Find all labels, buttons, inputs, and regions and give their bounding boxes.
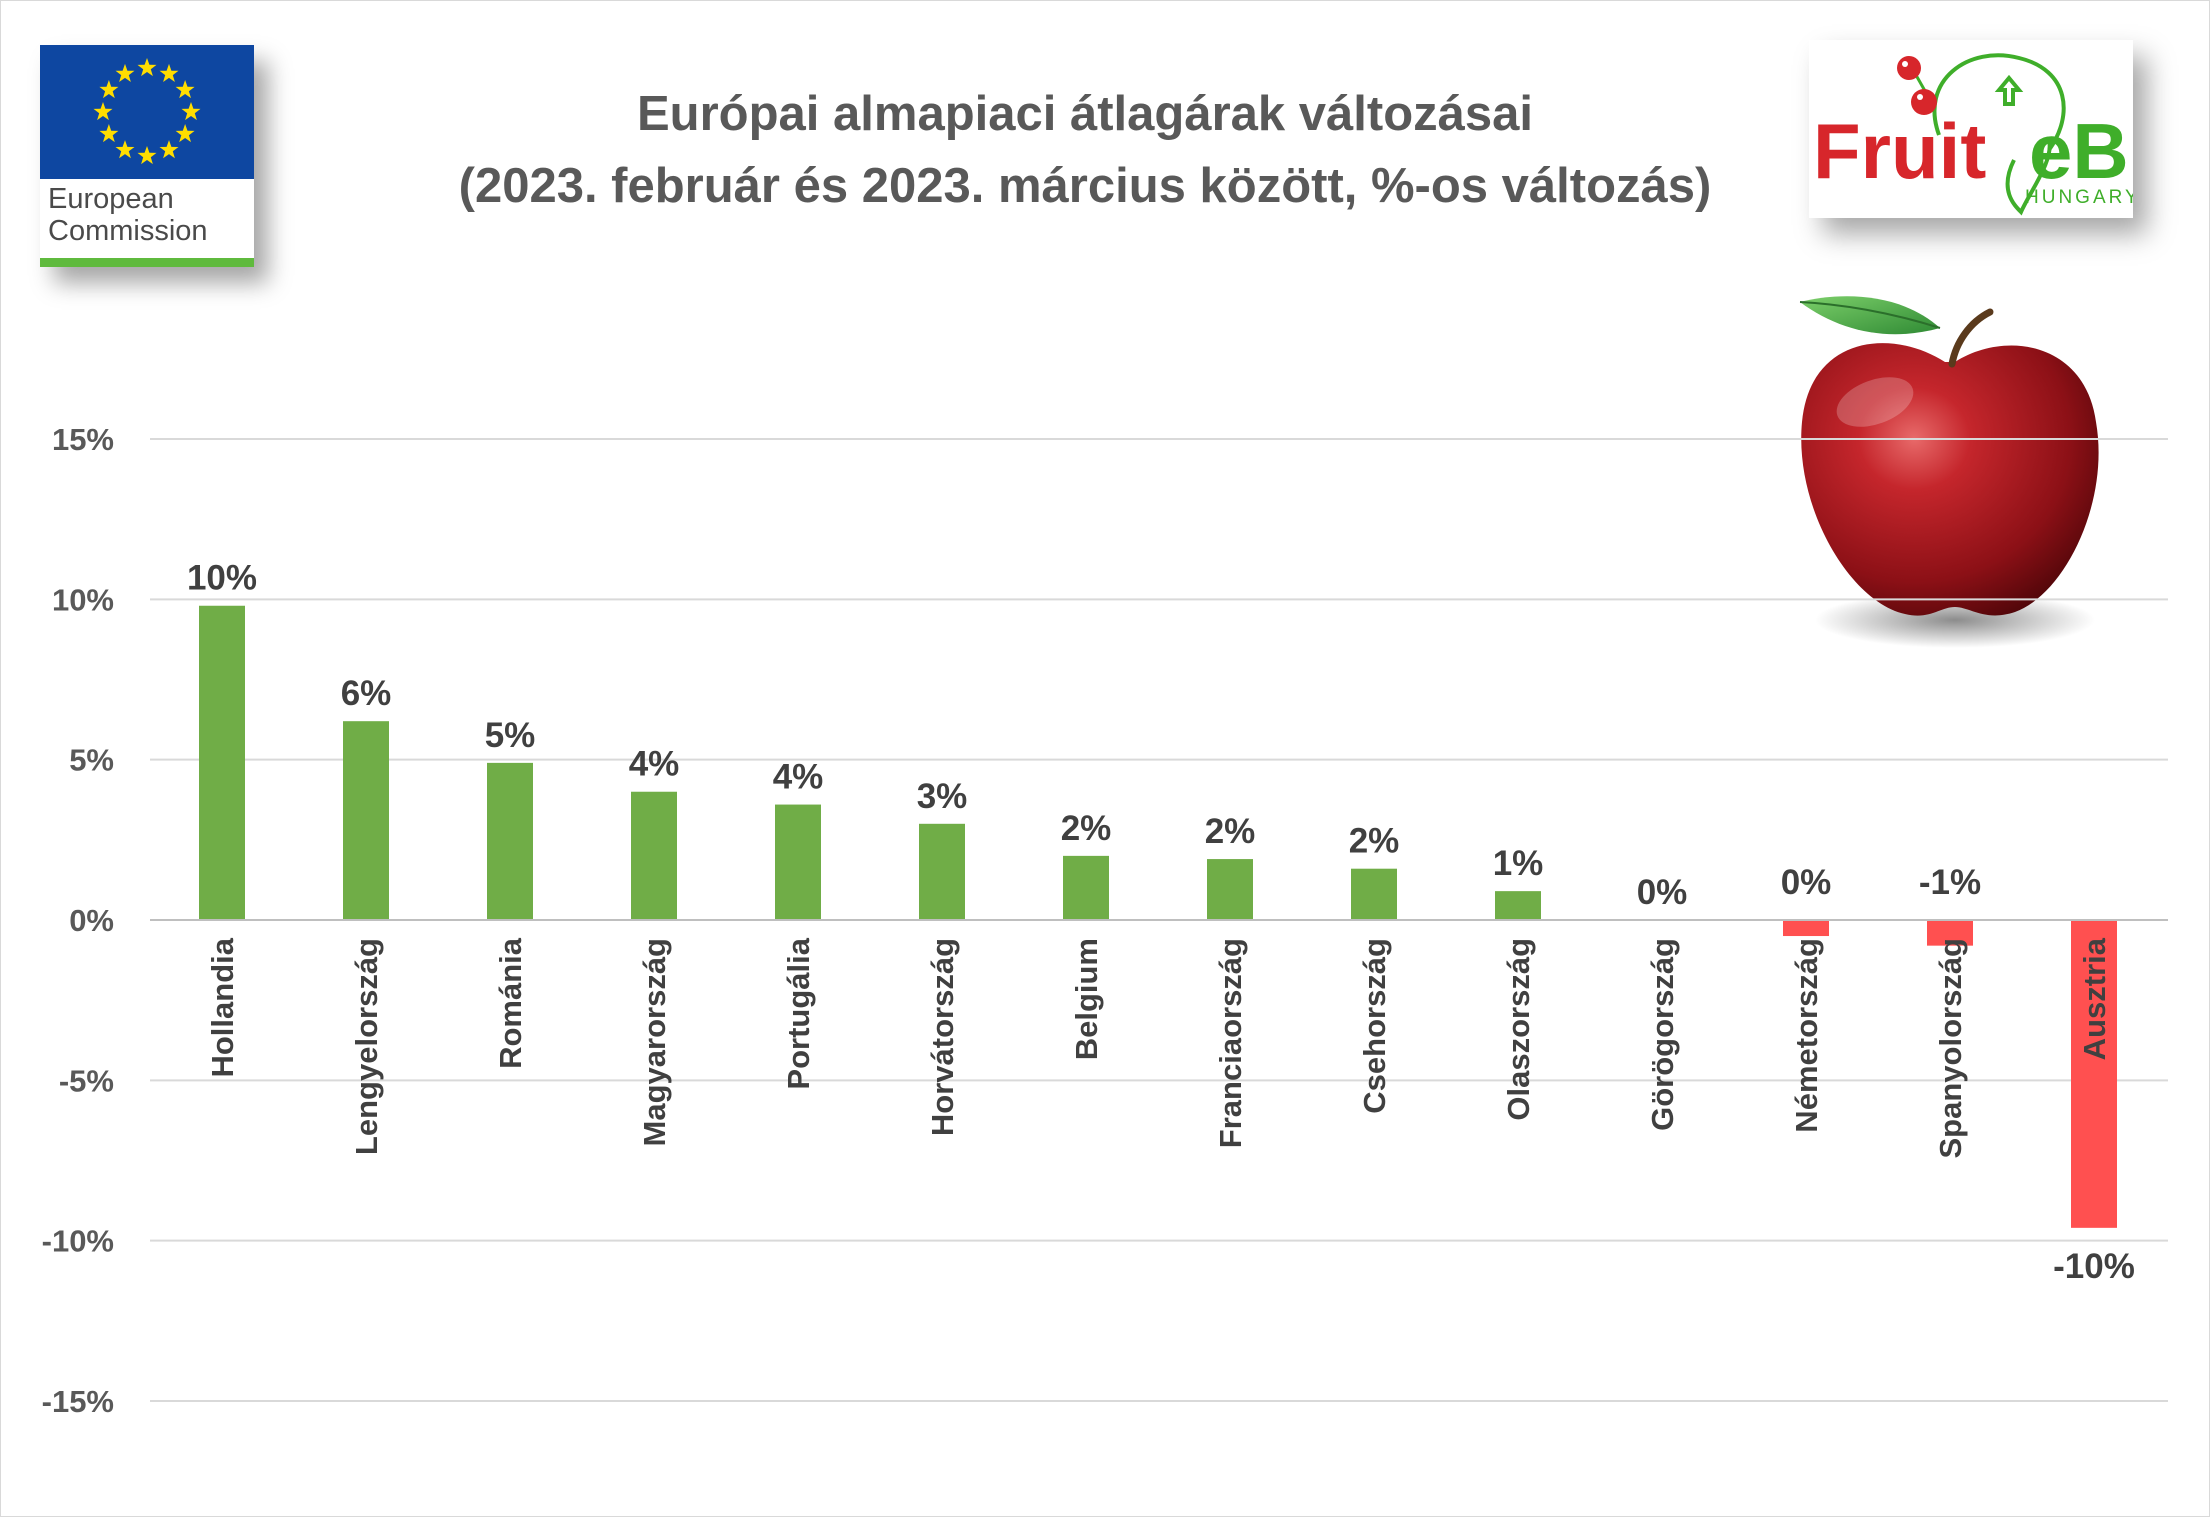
eu-star-icon bbox=[175, 80, 195, 99]
bar bbox=[487, 762, 533, 920]
category-label: Magyarország bbox=[637, 938, 672, 1146]
eu-star-icon bbox=[115, 140, 135, 159]
category-label: Németország bbox=[1789, 938, 1824, 1133]
data-label: -10% bbox=[2053, 1247, 2135, 1286]
category-label: Görögország bbox=[1645, 938, 1680, 1131]
eu-star-icon bbox=[137, 58, 157, 77]
bar bbox=[1783, 920, 1829, 937]
category-label: Horvátország bbox=[925, 938, 960, 1136]
eu-star-icon bbox=[181, 102, 201, 121]
chart-title-block: Európai almapiaci átlagárak változásai (… bbox=[300, 78, 1870, 222]
data-label: 1% bbox=[1493, 844, 1544, 883]
chart-title: Európai almapiaci átlagárak változásai bbox=[636, 87, 1534, 141]
y-axis-ticks: 15% 10% 5% 0% -5% -10% -15% bbox=[42, 422, 114, 1419]
eu-logo-line2: Commission bbox=[48, 215, 208, 247]
category-label: Románia bbox=[493, 937, 528, 1069]
fruitveb-word-eb: eB bbox=[2029, 107, 2129, 195]
y-tick-label: 10% bbox=[52, 582, 114, 617]
y-tick-label: 5% bbox=[69, 743, 114, 778]
bar bbox=[1207, 859, 1253, 920]
category-label: Spanyolország bbox=[1933, 938, 1968, 1159]
bar bbox=[775, 804, 821, 920]
grid-lines bbox=[150, 438, 2168, 1402]
chart-subtitle: (2023. február és 2023. március között, … bbox=[458, 159, 1712, 213]
data-label: 0% bbox=[1637, 873, 1688, 912]
category-label: Csehország bbox=[1357, 938, 1392, 1114]
data-labels: 10% 6% 5% 4% 4% 3% 2% 2% 2% 1% 0% 0% -1% -10% bbox=[187, 559, 2135, 1286]
category-label: Franciaország bbox=[1213, 938, 1248, 1148]
data-label: 2% bbox=[1349, 822, 1400, 861]
eu-star-icon bbox=[115, 63, 135, 82]
category-label: Olaszország bbox=[1501, 938, 1536, 1121]
category-labels: Hollandia Lengyelország Románia Magyarorszá… bbox=[205, 937, 2112, 1158]
bar bbox=[631, 791, 677, 920]
category-label: Ausztria bbox=[2077, 937, 2112, 1060]
category-label: Hollandia bbox=[205, 937, 240, 1077]
y-tick-label: 15% bbox=[52, 422, 114, 457]
eu-star-icon bbox=[159, 63, 179, 82]
eu-star-icon bbox=[99, 124, 119, 143]
eu-logo-line1: European bbox=[48, 183, 174, 215]
fruitveb-logo: Fruit eB HUNGARY bbox=[1809, 40, 2133, 218]
y-tick-label: 0% bbox=[69, 903, 114, 938]
bars bbox=[199, 605, 2117, 1228]
data-label: 6% bbox=[341, 674, 392, 713]
bar bbox=[2071, 920, 2117, 1228]
eu-star-icon bbox=[137, 146, 157, 165]
y-tick-label: -10% bbox=[42, 1224, 114, 1259]
data-label: 10% bbox=[187, 559, 257, 598]
eu-star-icon bbox=[175, 124, 195, 143]
fruitveb-sub: HUNGARY bbox=[2025, 187, 2133, 208]
apple-icon bbox=[1780, 282, 2110, 654]
y-tick-label: -15% bbox=[42, 1384, 114, 1419]
data-label: 0% bbox=[1781, 863, 1832, 902]
bar bbox=[343, 721, 389, 920]
eu-star-icon bbox=[159, 140, 179, 159]
data-label: 4% bbox=[773, 758, 824, 797]
bar bbox=[1351, 868, 1397, 920]
category-label: Belgium bbox=[1069, 938, 1104, 1060]
data-label: 5% bbox=[485, 716, 536, 755]
data-label: 4% bbox=[629, 745, 680, 784]
european-commission-logo: European Commission bbox=[40, 45, 254, 267]
eu-logo-text: European Commission bbox=[48, 183, 208, 247]
bar bbox=[1927, 920, 1973, 946]
bar bbox=[919, 823, 965, 920]
y-tick-label: -5% bbox=[59, 1063, 114, 1098]
bar bbox=[199, 605, 245, 920]
data-label: 2% bbox=[1061, 809, 1112, 848]
eu-star-icon bbox=[93, 102, 113, 121]
data-label: 3% bbox=[917, 777, 968, 816]
bar bbox=[1495, 891, 1541, 920]
eu-flag-icon bbox=[40, 45, 254, 179]
eu-logo-bar bbox=[40, 258, 254, 267]
data-label: 2% bbox=[1205, 812, 1256, 851]
fruitveb-word-fruit: Fruit bbox=[1813, 107, 1986, 195]
category-label: Lengyelország bbox=[349, 938, 384, 1155]
eu-star-icon bbox=[99, 80, 119, 99]
data-label: -1% bbox=[1919, 863, 1981, 902]
bar bbox=[1063, 855, 1109, 920]
category-label: Portugália bbox=[781, 937, 816, 1089]
